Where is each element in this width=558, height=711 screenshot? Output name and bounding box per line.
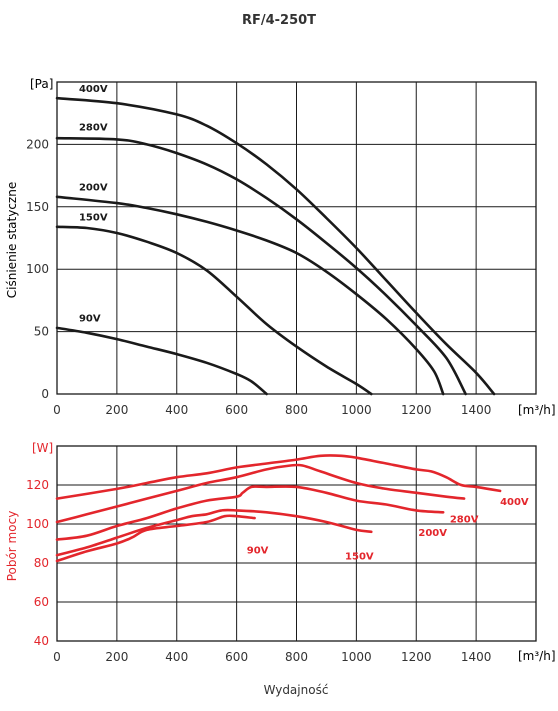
- pressure-y-tick-label: 50: [34, 325, 49, 339]
- power-curve-90v: [55, 514, 256, 563]
- power-y-tick-label: 40: [34, 634, 49, 648]
- pressure-x-tick-label: 400: [165, 403, 188, 417]
- pressure-y-tick-label: 0: [41, 387, 49, 401]
- power-curve-label-400v: 400V: [500, 497, 529, 508]
- pressure-y-tick-label: 200: [26, 137, 49, 151]
- pressure-x-tick-label: 1000: [341, 403, 372, 417]
- power-curve-400v: [55, 454, 502, 500]
- power-x-tick-label: 0: [53, 650, 61, 664]
- pressure-curve-150v: [55, 225, 373, 396]
- power-y-axis-title: Pobór mocy: [5, 511, 19, 582]
- power-x-tick-label: 1200: [401, 650, 432, 664]
- pressure-y-unit: [Pa]: [30, 77, 53, 91]
- pressure-y-tick-label: 150: [26, 200, 49, 214]
- pressure-curve-label-280v: 280V: [79, 123, 108, 134]
- x-axis-title: Wydajność: [264, 683, 329, 697]
- power-curve-200v: [55, 485, 445, 541]
- pressure-x-unit: [m³/h]: [518, 403, 556, 417]
- power-x-tick-label: 600: [225, 650, 248, 664]
- pressure-x-tick-label: 600: [225, 403, 248, 417]
- pressure-chart: 0 200 400 600 800 1000 1200 1400 0 50 100 150 200 40…: [5, 77, 556, 417]
- pressure-curve-90v: [55, 326, 268, 396]
- pressure-x-tick-label: 0: [53, 403, 61, 417]
- power-x-tick-label: 1000: [341, 650, 372, 664]
- power-curve-label-280v: 280V: [450, 514, 479, 525]
- pressure-curve-200v: [55, 195, 445, 396]
- power-curve-label-200v: 200V: [418, 528, 447, 539]
- power-y-tick-label: 60: [34, 595, 49, 609]
- pressure-x-tick-label: 1400: [461, 403, 492, 417]
- power-x-tick-label: 800: [285, 650, 308, 664]
- pressure-x-tick-label: 200: [105, 403, 128, 417]
- power-x-tick-label: 1400: [461, 650, 492, 664]
- power-x-unit: [m³/h]: [518, 649, 556, 663]
- power-curve-label-90v: 90V: [247, 546, 269, 557]
- power-chart: 0 200 400 600 800 1000 1200 1400 40 60 80 100 120 40…: [5, 441, 556, 664]
- power-y-unit: [W]: [32, 441, 53, 455]
- pressure-curve-label-200v: 200V: [79, 183, 108, 194]
- pressure-curve-280v: [55, 136, 467, 396]
- pressure-curve-400v: [55, 96, 496, 396]
- power-curve-280v: [55, 463, 466, 524]
- pressure-curve-label-150v: 150V: [79, 213, 108, 224]
- pressure-y-axis-title: Ciśnienie statyczne: [5, 182, 19, 298]
- power-y-tick-label: 100: [26, 517, 49, 531]
- power-curve-150v: [55, 508, 373, 557]
- power-y-tick-label: 120: [26, 478, 49, 492]
- pressure-curve-label-90v: 90V: [79, 314, 101, 325]
- pressure-y-tick-label: 100: [26, 262, 49, 276]
- pressure-curve-label-400v: 400V: [79, 84, 108, 95]
- pressure-x-tick-label: 800: [285, 403, 308, 417]
- power-x-tick-label: 200: [105, 650, 128, 664]
- power-y-tick-label: 80: [34, 556, 49, 570]
- chart-title: RF/4-250T: [242, 13, 316, 28]
- power-curve-label-150v: 150V: [345, 551, 374, 562]
- pressure-x-tick-label: 1200: [401, 403, 432, 417]
- power-x-tick-label: 400: [165, 650, 188, 664]
